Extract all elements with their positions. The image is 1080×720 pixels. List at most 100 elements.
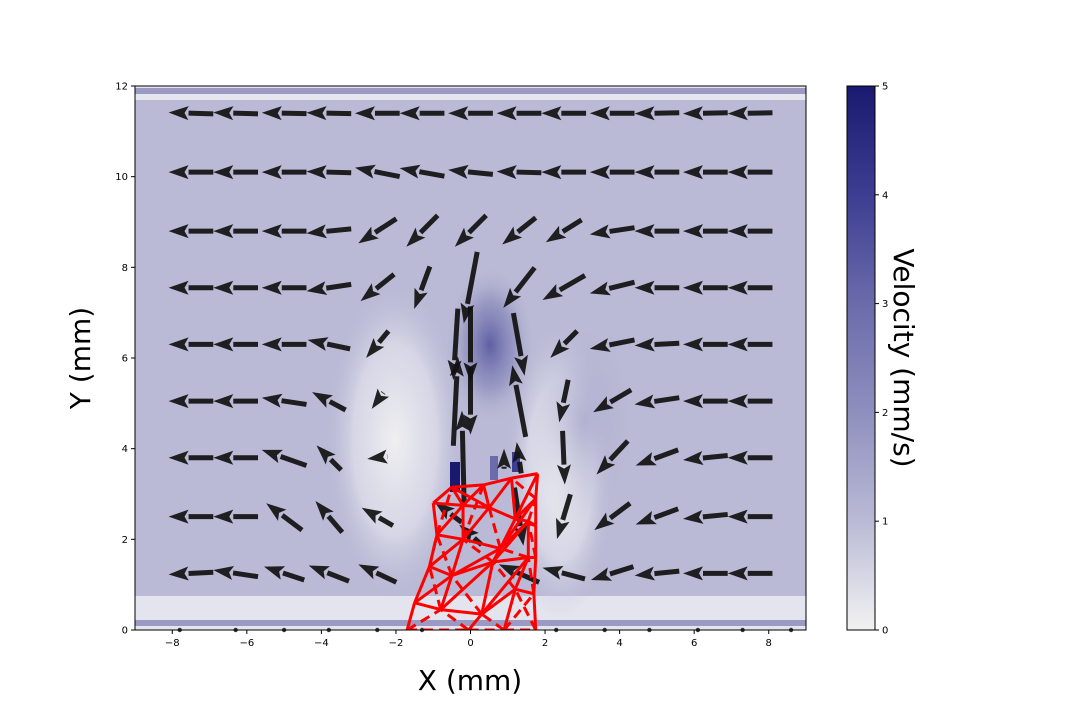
mesh-edge-dashed: [435, 486, 454, 536]
quiver-arrow-head: [727, 280, 748, 295]
quiver-arrow: [727, 280, 773, 295]
quiver-arrow: [510, 312, 528, 376]
quiver-arrow: [682, 280, 728, 295]
quiver-arrow-head: [727, 394, 748, 409]
quiver-arrow: [682, 106, 728, 121]
quiver-arrow: [261, 280, 307, 295]
mesh-edge: [414, 601, 442, 612]
quiver-arrow: [371, 388, 390, 409]
quiver-arrow-head: [168, 394, 189, 409]
mesh-edge: [534, 473, 540, 499]
quiver-arrow-head: [512, 442, 527, 463]
quiver-arrow: [168, 280, 214, 295]
quiver-arrow: [307, 337, 351, 352]
colorbar-tick-label: 0: [882, 626, 888, 637]
colorbar: [846, 85, 876, 631]
quiver-arrow-head: [545, 225, 567, 243]
quiver-arrow: [596, 439, 630, 475]
mesh-edge-dashed: [461, 484, 485, 540]
mesh-edge: [514, 587, 535, 596]
mesh-edge: [462, 537, 501, 550]
quiver-arrow-head: [634, 280, 655, 295]
x-tick-label: −2: [389, 638, 404, 649]
quiver-arrow-head: [358, 564, 380, 580]
quiver-arrow-head: [727, 224, 748, 239]
quiver-arrow: [213, 509, 259, 524]
quiver-arrow: [213, 394, 259, 409]
mesh-edge-dashed: [491, 561, 517, 591]
quiver-arrow: [168, 450, 214, 465]
quiver-arrow-shaft: [653, 395, 680, 404]
quiver-arrow-shaft: [562, 329, 579, 346]
quiver-arrow-head: [556, 464, 571, 485]
quiver-arrow-head: [634, 394, 656, 409]
quiver-arrow: [366, 329, 391, 358]
quiver-arrow: [261, 224, 307, 239]
y-tick-label: 4: [122, 444, 128, 455]
quiver-arrow-shaft: [654, 568, 680, 577]
quiver-arrow: [727, 394, 773, 409]
quiver-arrow-head: [354, 106, 375, 121]
quiver-arrow: [213, 450, 259, 465]
quiver-arrow: [635, 506, 680, 525]
mesh-edge-dashed: [487, 507, 502, 549]
quiver-arrow-head: [315, 501, 334, 521]
mesh-edge: [483, 476, 512, 487]
quiver-arrow: [213, 566, 259, 580]
quiver-arrow: [496, 106, 542, 121]
quiver-arrow-head: [448, 106, 469, 121]
quiver-arrow-head: [306, 281, 328, 296]
y-tick-label: 10: [115, 172, 128, 183]
mesh-edge: [433, 501, 464, 507]
quiver-arrow: [306, 224, 352, 239]
quiver-arrow-head: [213, 566, 235, 580]
mesh-edge: [480, 556, 530, 616]
quiver-arrow: [634, 106, 680, 121]
quiver-arrow-shaft: [328, 457, 343, 472]
quiver-arrow: [682, 509, 728, 524]
mesh-edge: [480, 561, 495, 615]
quiver-arrow: [727, 106, 773, 121]
quiver-arrow-shaft: [374, 272, 396, 291]
quiver-arrow: [168, 566, 214, 581]
quiver-arrow-head: [682, 280, 703, 295]
quiver-arrow-head: [682, 509, 704, 524]
x-tick-label: −8: [165, 638, 180, 649]
quiver-arrow: [682, 165, 728, 180]
quiver-arrow: [213, 106, 259, 121]
quiver-arrow: [454, 213, 488, 247]
quiver-arrow: [634, 394, 680, 409]
quiver-arrow-shaft: [653, 447, 680, 461]
quiver-arrow-shaft: [702, 511, 728, 520]
quiver-arrow-head: [168, 509, 189, 524]
quiver-arrow-head: [556, 401, 571, 423]
quiver-arrow-head: [589, 165, 610, 180]
quiver-arrow-shaft: [513, 384, 529, 438]
mesh-edge: [405, 602, 417, 630]
quiver-arrow: [261, 165, 307, 180]
quiver-arrow-shaft: [608, 337, 636, 348]
quiver-arrow-shaft: [232, 570, 259, 580]
quiver-arrow: [727, 509, 773, 524]
quiver-arrow-head: [682, 224, 703, 239]
quiver-arrow: [509, 365, 529, 438]
quiver-arrow-shaft: [233, 110, 259, 117]
mesh-edge: [428, 565, 453, 577]
quiver-arrow-head: [593, 396, 614, 413]
quiver-arrow-head: [266, 503, 287, 521]
quiver-arrow-shaft: [609, 225, 635, 234]
mesh-edge-dashed: [462, 538, 494, 564]
quiver-arrow-head: [261, 165, 282, 180]
quiver-arrow-shaft: [326, 570, 350, 584]
quiver-arrow-shaft: [517, 461, 524, 474]
quiver-arrow-head: [261, 280, 282, 295]
mesh-edge: [532, 593, 538, 630]
mesh-edge: [451, 485, 490, 509]
quiver-arrow-head: [448, 164, 469, 179]
quiver-arrow: [399, 106, 445, 121]
quiver-arrow-head: [399, 106, 420, 121]
field-hotspot-3: [512, 452, 520, 472]
quiver-arrow-shaft: [653, 506, 680, 520]
quiver-arrow-head: [589, 338, 611, 352]
quiver-arrow-head: [541, 106, 562, 121]
